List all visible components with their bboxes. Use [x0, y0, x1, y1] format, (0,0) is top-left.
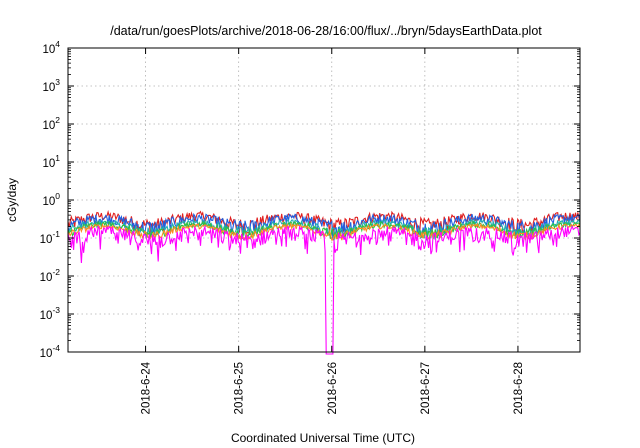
y-tick-label: 10-4 [40, 343, 61, 360]
y-tick-label: 100 [42, 191, 60, 208]
y-tick-label: 10-3 [40, 305, 61, 322]
y-tick-label: 10-2 [40, 267, 61, 284]
chart-title: /data/run/goesPlots/archive/2018-06-28/1… [110, 24, 542, 38]
y-tick-label: 10-1 [40, 229, 61, 246]
x-tick-label: 2018-6-27 [420, 362, 432, 414]
x-tick-label: 2018-6-25 [234, 362, 246, 414]
x-tick-label: 2018-6-24 [141, 361, 153, 414]
x-tick-label: 2018-6-26 [327, 362, 339, 414]
y-tick-label: 103 [42, 77, 60, 94]
x-tick-label: 2018-6-28 [513, 362, 525, 414]
series-line [67, 224, 581, 355]
x-axis-label: Coordinated Universal Time (UTC) [231, 431, 415, 445]
y-tick-label: 101 [42, 153, 60, 170]
y-tick-label: 104 [42, 39, 60, 56]
y-axis-label: cGy/day [5, 178, 19, 222]
y-tick-label: 102 [42, 115, 60, 132]
